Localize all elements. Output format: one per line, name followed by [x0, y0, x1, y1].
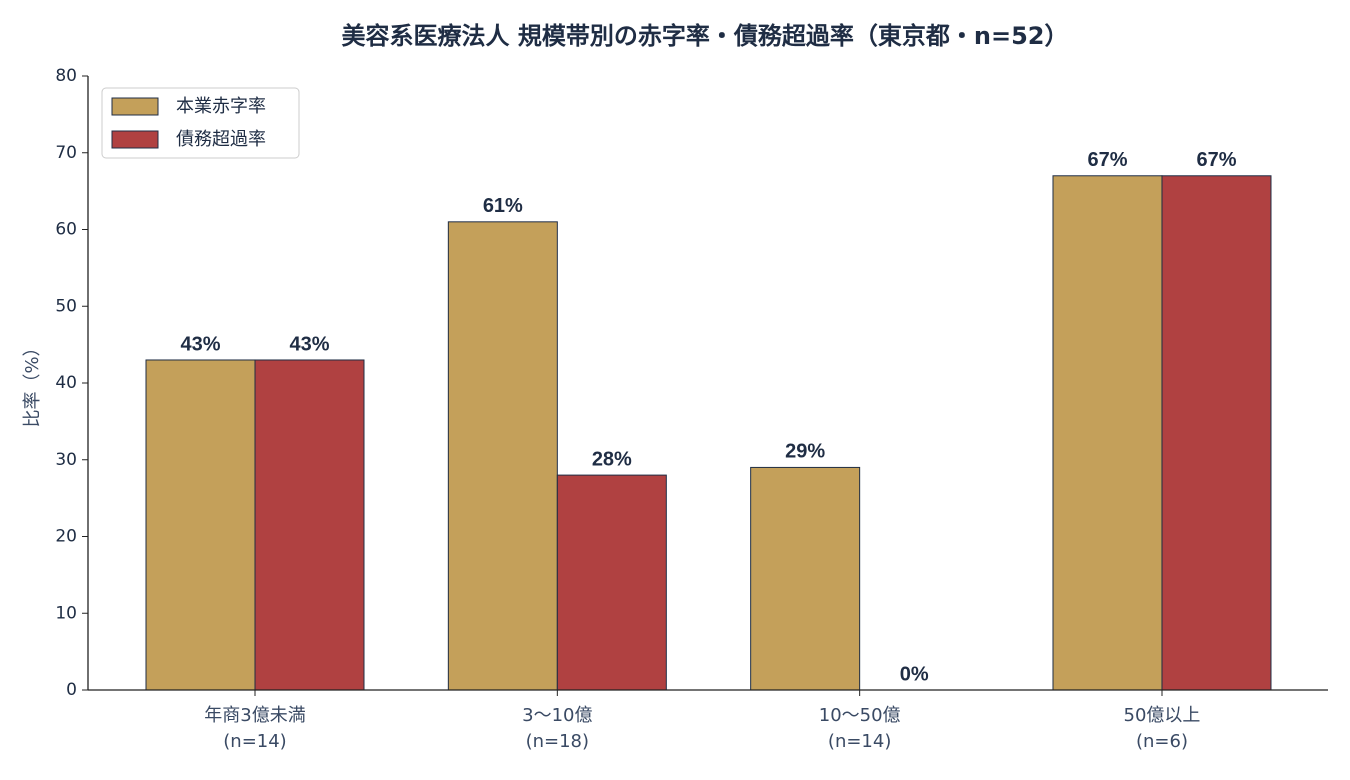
value-label: 67%: [1087, 149, 1127, 171]
y-tick-label: 70: [55, 143, 77, 163]
legend-swatch: [111, 97, 159, 116]
y-tick-label: 0: [66, 680, 77, 700]
bar: [1161, 175, 1272, 691]
x-tick-line: 3〜10億: [522, 705, 592, 726]
bar: [145, 359, 256, 691]
x-tick-line: 10〜50億: [819, 705, 901, 726]
value-label: 43%: [180, 333, 220, 355]
bar: [750, 466, 861, 691]
y-tick-label: 60: [55, 220, 77, 240]
value-label: 61%: [483, 195, 523, 217]
legend-swatch: [111, 130, 159, 149]
y-tick-label: 50: [55, 296, 77, 316]
x-tick-label: 3〜10億 (n=18): [522, 705, 592, 752]
bar: [556, 474, 667, 691]
y-tick-label: 40: [55, 373, 77, 393]
y-tick-label: 10: [55, 603, 77, 623]
y-axis-label: 比率（%）: [22, 338, 43, 427]
legend-label: 債務超過率: [176, 129, 266, 150]
x-tick-label: 50億以上 (n=6): [1124, 705, 1201, 752]
x-tick-line: (n=14): [223, 731, 286, 752]
legend-label: 本業赤字率: [176, 96, 266, 117]
value-label: 28%: [592, 448, 632, 470]
x-tick-line: (n=6): [1136, 731, 1188, 752]
x-tick-line: 年商3億未満: [204, 705, 305, 726]
x-tick-line: (n=18): [526, 731, 589, 752]
bar: [1052, 175, 1163, 691]
x-tick-line: (n=14): [828, 731, 891, 752]
bar: [447, 221, 558, 691]
x-tick-label: 10〜50億 (n=14): [819, 705, 901, 752]
bar: [254, 359, 365, 691]
y-tick-label: 80: [55, 66, 77, 86]
chart-title: 美容系医療法人 規模帯別の赤字率・債務超過率（東京都・n=52）: [342, 22, 1069, 50]
y-tick-label: 30: [55, 450, 77, 470]
value-label: 29%: [785, 441, 825, 463]
x-tick-label: 年商3億未満 (n=14): [204, 705, 305, 752]
x-tick-line: 50億以上: [1124, 705, 1201, 726]
value-label: 43%: [289, 333, 329, 355]
value-label: 0%: [900, 663, 929, 685]
value-label: 67%: [1196, 149, 1236, 171]
y-tick-label: 20: [55, 527, 77, 547]
